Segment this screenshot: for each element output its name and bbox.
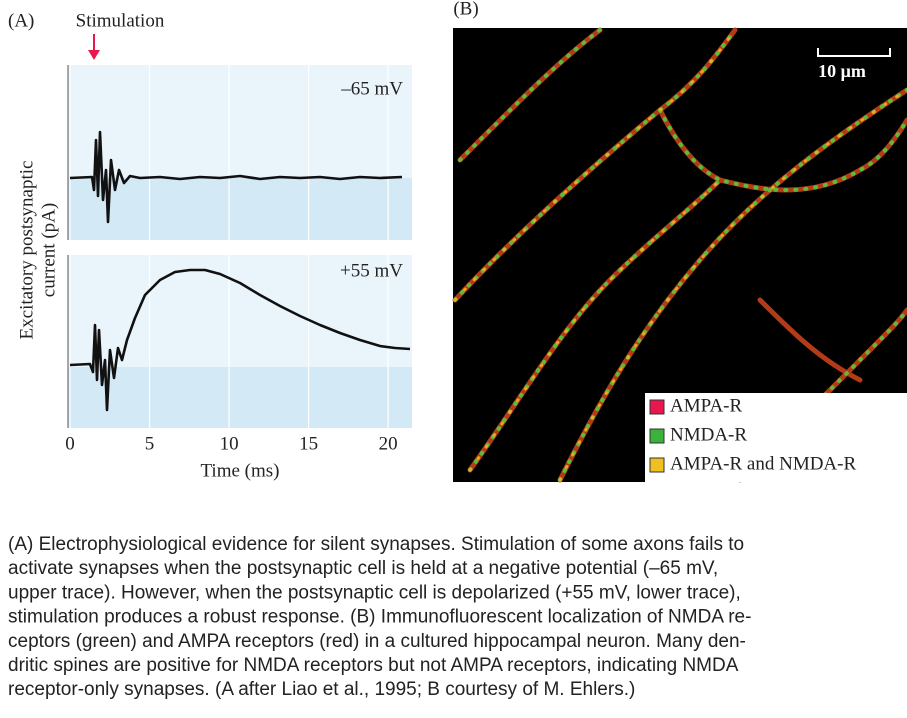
x-tick-label: 0 <box>65 433 75 454</box>
caption-line: (A) Electrophysiological evidence for si… <box>8 534 744 555</box>
caption-line: dritic spines are positive for NMDA rece… <box>8 655 739 676</box>
stimulation-label: Stimulation <box>76 10 165 31</box>
x-axis-label: Time (ms) <box>200 460 279 481</box>
panel-label: (A) <box>8 10 34 31</box>
trace-label: +55 mV <box>340 260 403 281</box>
panel-label: (B) <box>453 0 478 19</box>
caption-line: stimulation produces a robust response. … <box>8 607 751 628</box>
y-label-line: current (pA) <box>38 203 59 297</box>
legend-label: AMPA-R <box>670 395 742 416</box>
scale-bar <box>817 48 891 57</box>
legend-swatch <box>649 428 665 444</box>
caption-line: upper trace). However, when the postsyna… <box>8 582 741 603</box>
caption-line: activate synapses when the postsynaptic … <box>8 558 718 579</box>
trace <box>69 268 411 412</box>
x-tick-label: 15 <box>299 433 318 454</box>
caption-line: receptor-only synapses. (A after Liao et… <box>8 679 635 700</box>
x-tick-label: 5 <box>145 433 155 454</box>
trace-label: –65 mV <box>340 78 403 99</box>
dendrites <box>452 27 907 483</box>
trace-box-upper <box>68 65 412 178</box>
y-axis-label: Excitatory postsynaptic current (pA) <box>16 161 59 340</box>
x-tick-label: 20 <box>379 433 398 454</box>
y-label-line: Excitatory postsynaptic <box>16 161 37 340</box>
caption-line: ceptors (green) and AMPA receptors (red)… <box>8 631 746 652</box>
legend-box <box>645 393 907 482</box>
stimulation-arrow <box>88 34 100 60</box>
trace <box>69 130 403 224</box>
x-tick-label: 10 <box>220 433 239 454</box>
legend-label: AMPA-R and NMDA-R <box>670 453 856 474</box>
legend-swatch <box>649 399 665 415</box>
legend-swatch <box>649 457 665 473</box>
scale-bar-label: 10 μm <box>818 61 866 81</box>
legend-label: NMDA-R <box>670 424 747 445</box>
